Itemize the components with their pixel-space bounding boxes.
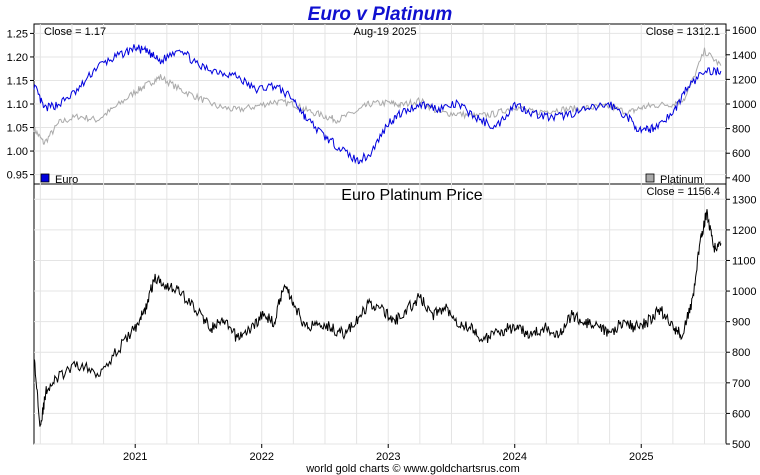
- right-axis-top-tick-5: 1400: [732, 50, 756, 62]
- right-axis-bottom-tick-0: 500: [732, 439, 750, 451]
- chart-title: Euro v Platinum: [308, 4, 453, 25]
- right-axis-top-tick-4: 1200: [732, 74, 756, 86]
- x-axis-tick-3: 2024: [502, 451, 526, 463]
- x-axis-tick-2: 2023: [376, 451, 400, 463]
- footer-credit: world gold charts © www.goldchartsrus.co…: [305, 463, 520, 475]
- right-axis-bottom-tick-7: 1200: [732, 225, 756, 237]
- x-axis-tick-1: 2022: [249, 451, 273, 463]
- right-axis-top-tick-0: 400: [732, 173, 750, 185]
- bottom-panel-title: Euro Platinum Price: [341, 187, 482, 204]
- right-axis-bottom-tick-2: 700: [732, 378, 750, 390]
- date-label: Aug-19 2025: [354, 26, 417, 38]
- right-axis-top-tick-6: 1600: [732, 25, 756, 37]
- x-axis-tick-4: 2025: [629, 451, 653, 463]
- axis-ticks: 0.95 1.00 1.05 1.10 1.15 1.20 1.25 400 600 800 100…: [7, 25, 757, 463]
- right-axis-bottom-tick-8: 1300: [732, 194, 756, 206]
- right-axis-top-tick-1: 600: [732, 148, 750, 160]
- platinum-close-label: Close = 1312.1: [646, 26, 720, 38]
- left-axis-tick-4: 1.15: [7, 75, 28, 87]
- euro-platinum-line: [33, 209, 722, 427]
- bottom-gridlines: [34, 184, 726, 445]
- right-axis-top-tick-2: 800: [732, 124, 750, 136]
- left-axis-tick-3: 1.10: [7, 99, 28, 111]
- right-axis-bottom-tick-5: 1000: [732, 286, 756, 298]
- legend-swatch-euro: [40, 173, 50, 183]
- bottom-panel-frame: [33, 183, 727, 445]
- right-axis-bottom-tick-4: 900: [732, 317, 750, 329]
- bottom-series: [33, 209, 722, 427]
- euro-line: [33, 44, 722, 165]
- right-axis-bottom-tick-3: 800: [732, 347, 750, 359]
- euro-close-label: Close = 1.17: [44, 26, 106, 38]
- left-axis-tick-5: 1.20: [7, 52, 28, 64]
- platinum-line: [33, 47, 722, 145]
- euro-platinum-close-label: Close = 1156.4: [647, 186, 721, 198]
- legend-label-platinum: Platinum: [660, 174, 703, 186]
- legend-label-euro: Euro: [55, 174, 78, 186]
- left-axis-tick-1: 1.00: [7, 146, 28, 158]
- right-axis-bottom-tick-6: 1100: [732, 255, 756, 267]
- right-axis-top-tick-3: 1000: [732, 99, 756, 111]
- x-axis-tick-0: 2021: [123, 451, 147, 463]
- left-axis-tick-0: 0.95: [7, 170, 28, 182]
- left-axis-tick-2: 1.05: [7, 123, 28, 135]
- legend-swatch-platinum: [645, 173, 655, 183]
- left-axis-tick-6: 1.25: [7, 28, 28, 40]
- right-axis-bottom-tick-1: 600: [732, 408, 750, 420]
- top-series: [33, 44, 722, 165]
